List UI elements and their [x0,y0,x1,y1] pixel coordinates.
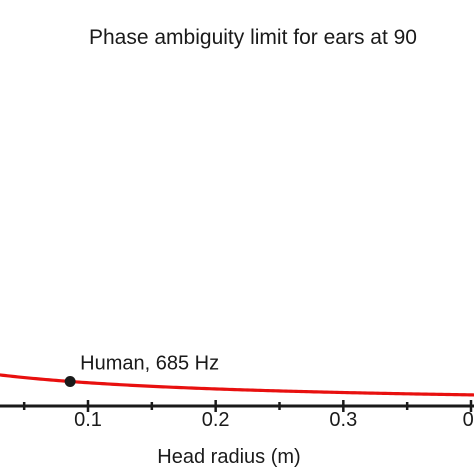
chart-title: Phase ambiguity limit for ears at 90 [89,26,417,49]
x-tick-label-1: 0.2 [202,409,230,431]
x-tick-label-0: 0.1 [74,409,102,431]
x-tick-labels: 0.1 0.2 0.3 0. [74,409,474,431]
x-axis-label: Head radius (m) [157,446,300,468]
x-tick-label-2: 0.3 [329,409,357,431]
annotation-marker-human [64,375,76,387]
x-tick-label-3: 0. [463,409,474,431]
annotation-label-human: Human, 685 Hz [80,352,219,374]
x-ticks [22,400,473,412]
series-line-head-radius-limit [0,373,474,397]
